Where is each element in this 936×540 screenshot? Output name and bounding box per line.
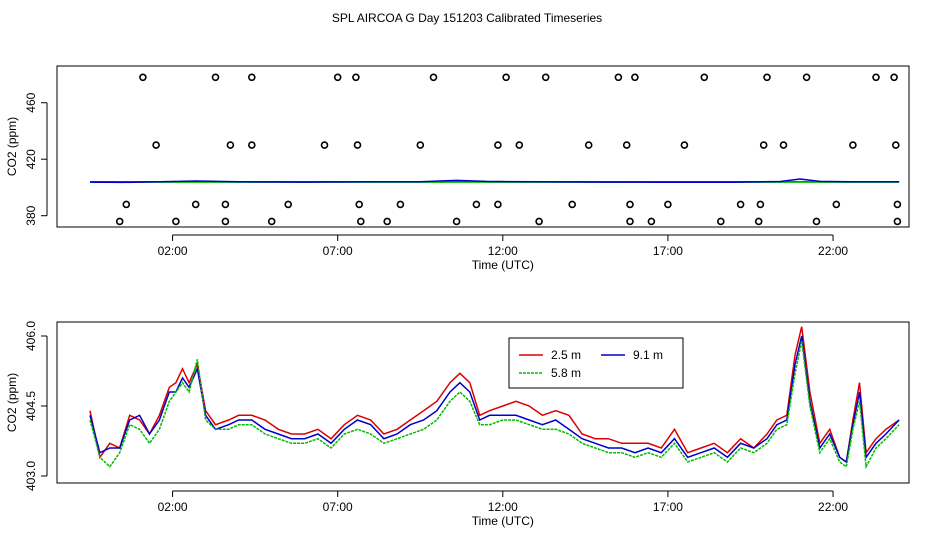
calibration-point (893, 200, 902, 209)
x-axis-label: Time (UTC) (472, 514, 534, 528)
calibration-point (320, 141, 329, 149)
calibration-point (152, 141, 160, 149)
x-tick-label: 22:00 (818, 500, 848, 514)
calibration-point (849, 141, 857, 149)
calibration-point (429, 73, 438, 82)
calibration-point (832, 200, 841, 209)
calibration-point (353, 141, 362, 149)
calibration-point (452, 217, 461, 226)
x-tick-label: 22:00 (818, 244, 848, 258)
calibration-point (680, 141, 689, 149)
calibration-point (893, 217, 902, 226)
calibration-point (248, 141, 256, 149)
calibration-point (812, 217, 821, 226)
calibration-point (736, 200, 745, 209)
calibration-point (664, 200, 672, 209)
calibration-point (700, 73, 709, 82)
calibration-point (333, 73, 342, 82)
calibration-point (647, 217, 656, 226)
figure-title: SPL AIRCOA G Day 151203 Calibrated Times… (332, 11, 602, 25)
calibration-point (631, 73, 639, 82)
calibration-point (568, 200, 577, 209)
calibration-point (416, 141, 425, 149)
y-axis-label: CO2 (ppm) (5, 373, 19, 432)
y-tick-label: 404.5 (24, 391, 38, 421)
x-axis-label: Time (UTC) (472, 258, 534, 272)
calibration-point (115, 217, 124, 226)
calibration-point (626, 200, 634, 209)
calibration-point (248, 73, 256, 82)
calibration-point (221, 217, 230, 226)
legend-label-1: 2.5 m (551, 348, 581, 362)
y-axis-label: CO2 (ppm) (5, 117, 19, 176)
y-tick-label: 420 (24, 149, 38, 169)
legend-label-3: 9.1 m (633, 348, 663, 362)
calibration-point (756, 200, 765, 209)
calibration-point (267, 217, 276, 226)
y-tick-label: 403.0 (24, 461, 38, 491)
calibration-point (211, 73, 220, 82)
calibration-point (352, 73, 360, 82)
top-series-line-3 (89, 178, 900, 184)
bottom-panel: 02:00 07:00 12:00 17:00 22:00 Time (UTC) 403.0… (5, 321, 910, 528)
calibration-point (355, 200, 364, 209)
series-line-3 (89, 335, 900, 464)
x-tick-label: 17:00 (653, 244, 683, 258)
calibration-point (139, 73, 147, 82)
calibration-point (779, 141, 788, 149)
calibration-point (356, 217, 365, 226)
y-tick-label: 406.0 (24, 321, 38, 351)
calibration-point (802, 73, 811, 82)
calibration-point (122, 200, 131, 209)
calibration-point (626, 217, 634, 226)
calibration-point (872, 73, 880, 82)
calibration-point (383, 217, 392, 226)
y-tick-label: 380 (24, 205, 38, 225)
x-tick-label: 02:00 (158, 500, 188, 514)
x-tick-label: 07:00 (323, 244, 353, 258)
calibration-point (614, 73, 623, 82)
x-tick-label: 12:00 (488, 500, 518, 514)
calibration-point (716, 217, 725, 226)
series-line-1 (89, 326, 900, 464)
legend-box (508, 337, 684, 389)
calibration-point (284, 200, 293, 209)
calibration-point (759, 141, 768, 149)
y-tick-label: 460 (24, 92, 38, 112)
calibration-point (584, 141, 593, 149)
calibration-point (763, 73, 771, 82)
calibration-point (890, 73, 898, 82)
x-tick-label: 17:00 (653, 500, 683, 514)
legend-label-2: 5.8 m (551, 366, 581, 380)
series-line-2 (89, 340, 900, 470)
x-tick-label: 07:00 (323, 500, 353, 514)
calibration-point (396, 200, 405, 209)
calibration-point (494, 200, 502, 209)
top-panel: 02:00 07:00 12:00 17:00 22:00 Time (UTC) 380 42… (5, 65, 910, 272)
calibration-point (541, 73, 550, 82)
calibration-point (754, 217, 763, 226)
x-tick-label: 12:00 (488, 244, 518, 258)
calibration-point (472, 200, 481, 209)
calibration-point (226, 141, 235, 149)
calibration-point (622, 141, 631, 149)
calibration-point (502, 73, 510, 82)
plot-frame (56, 321, 910, 484)
calibration-point (515, 141, 524, 149)
calibration-point (535, 217, 543, 226)
calibration-point (191, 200, 200, 209)
calibration-point (172, 217, 180, 226)
plot-frame (56, 65, 910, 228)
x-tick-label: 02:00 (158, 244, 188, 258)
calibration-point (221, 200, 230, 209)
calibration-point (494, 141, 502, 149)
calibration-point (891, 141, 900, 149)
